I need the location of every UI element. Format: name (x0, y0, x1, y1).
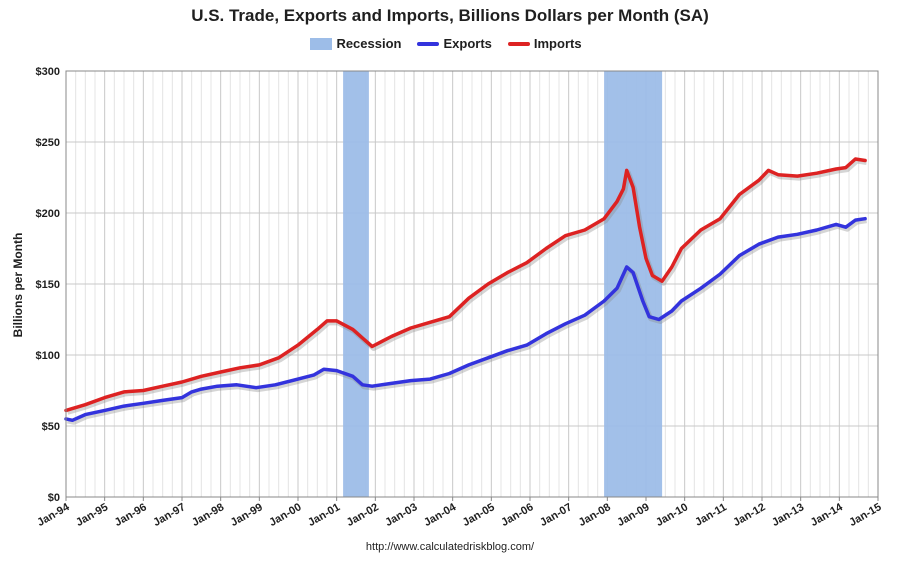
legend-label-exports: Exports (443, 36, 492, 51)
y-tick-label: $200 (36, 208, 60, 220)
recession-band (343, 71, 369, 497)
x-tick-label: Jan-98 (190, 501, 226, 529)
x-tick-label: Jan-13 (770, 501, 806, 529)
chart-title: U.S. Trade, Exports and Imports, Billion… (191, 6, 709, 25)
legend-item-imports: Imports (507, 36, 582, 51)
x-tick-label: Jan-15 (847, 501, 883, 529)
x-tick-label: Jan-09 (615, 501, 651, 529)
x-tick-label: Jan-11 (693, 501, 729, 529)
imports-swatch (507, 41, 530, 46)
y-tick-label: $150 (36, 279, 60, 291)
series-shadow-exports (66, 218, 867, 425)
source-url: http://www.calculatedriskblog.com/ (365, 541, 535, 553)
y-tick-label: $50 (42, 421, 60, 433)
x-tick-label: Jan-04 (422, 501, 459, 529)
grid-layer (65, 70, 879, 498)
x-tick-label: Jan-12 (731, 501, 767, 529)
recession-swatch (310, 37, 333, 50)
legend-item-exports: Exports (417, 36, 492, 51)
y-tick-label: $250 (36, 137, 60, 149)
series-line-exports (64, 216, 867, 423)
x-tick-label: Jan-97 (151, 501, 187, 529)
series-shadow-imports (66, 158, 867, 415)
x-tick-label: Jan-94 (35, 501, 72, 529)
legend-label-imports: Imports (533, 36, 582, 51)
x-tick-label: Jan-06 (499, 501, 535, 529)
x-tick-label: Jan-03 (383, 501, 419, 529)
x-tick-label: Jan-05 (461, 501, 497, 529)
recession-layer (343, 71, 663, 497)
x-tick-label: Jan-10 (654, 501, 690, 529)
chart-legend: Recession Exports Imports (0, 36, 900, 51)
recession-band (604, 71, 663, 497)
plot-frame (65, 70, 879, 498)
y-tick-label: $100 (36, 350, 60, 362)
legend-label-recession: Recession (336, 36, 402, 51)
x-tick-label: Jan-02 (345, 501, 381, 529)
series-line-imports (64, 157, 867, 413)
x-tick-label: Jan-14 (809, 501, 846, 529)
x-tick-label: Jan-00 (267, 501, 303, 529)
series-layer (64, 157, 867, 425)
x-tick-label: Jan-07 (538, 501, 574, 529)
x-tick-label: Jan-99 (229, 501, 265, 529)
legend-item-recession: Recession (310, 36, 401, 51)
x-tick-label: Jan-96 (113, 501, 149, 529)
exports-swatch (417, 41, 440, 46)
y-tick-label: $0 (48, 492, 60, 504)
y-axis-title: Billions per Month (11, 233, 25, 338)
y-tick-label: $300 (36, 66, 60, 78)
x-tick-label: Jan-08 (577, 501, 613, 529)
x-tick-label: Jan-95 (74, 501, 110, 529)
x-tick-label: Jan-01 (306, 501, 342, 529)
